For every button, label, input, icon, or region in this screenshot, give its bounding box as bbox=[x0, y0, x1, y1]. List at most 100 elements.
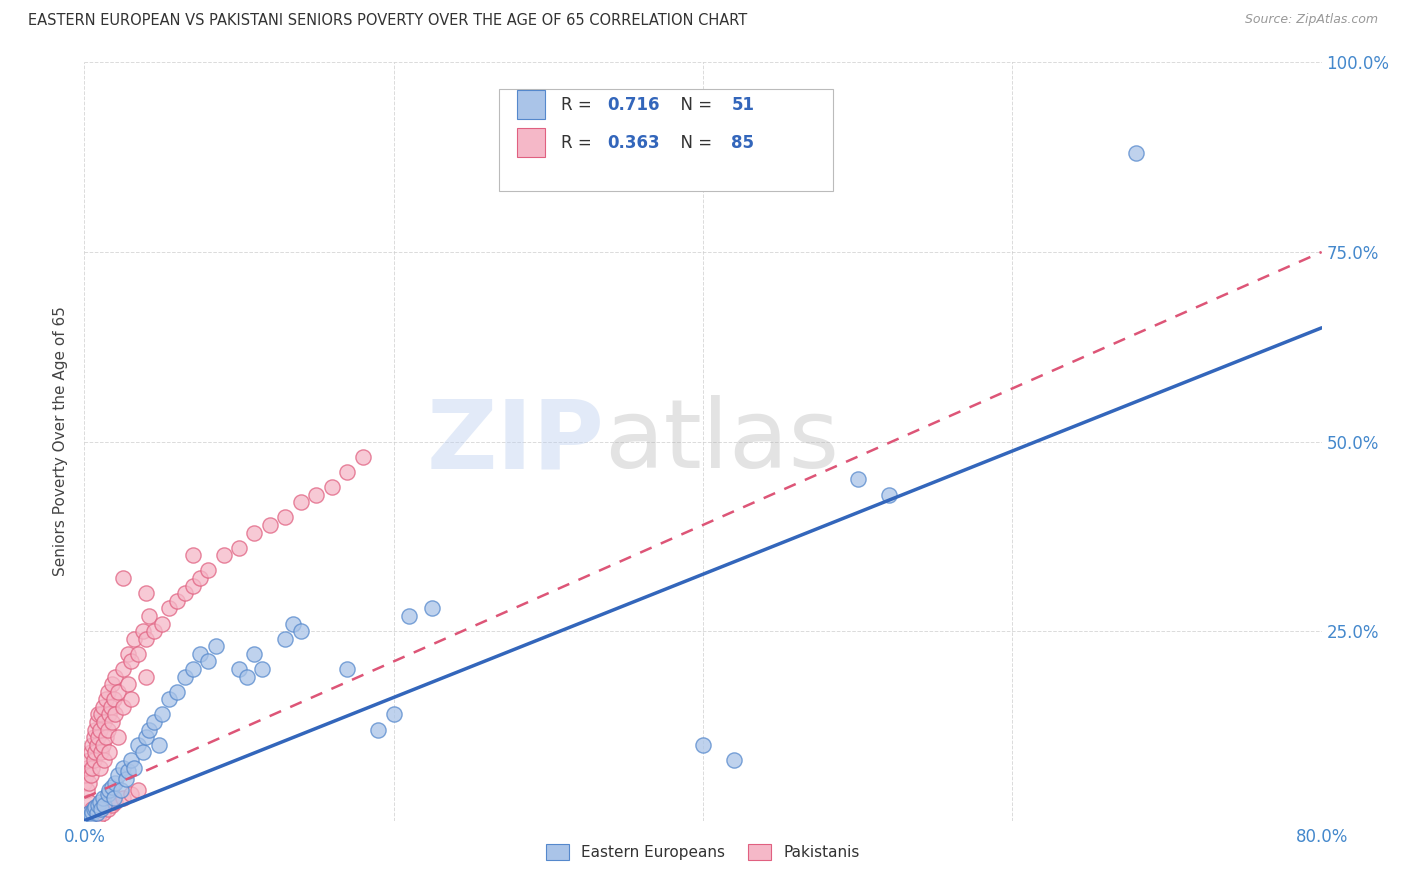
Text: EASTERN EUROPEAN VS PAKISTANI SENIORS POVERTY OVER THE AGE OF 65 CORRELATION CHA: EASTERN EUROPEAN VS PAKISTANI SENIORS PO… bbox=[28, 13, 748, 29]
Point bbox=[127, 647, 149, 661]
Point bbox=[382, 707, 405, 722]
Text: 0.363: 0.363 bbox=[607, 134, 661, 152]
Point bbox=[77, 806, 100, 821]
Point bbox=[91, 806, 114, 821]
Point bbox=[138, 608, 160, 623]
Point bbox=[75, 768, 97, 782]
Point bbox=[89, 795, 111, 809]
Point bbox=[122, 632, 145, 646]
Point bbox=[84, 806, 107, 821]
Point bbox=[101, 677, 124, 691]
Point bbox=[150, 616, 173, 631]
Point bbox=[305, 487, 328, 501]
Point bbox=[115, 772, 138, 786]
Point bbox=[181, 548, 204, 563]
Point bbox=[250, 662, 273, 676]
Point bbox=[101, 798, 124, 813]
Point bbox=[94, 692, 117, 706]
Point bbox=[96, 802, 118, 816]
Point bbox=[112, 571, 135, 585]
Point bbox=[1125, 146, 1147, 161]
Text: N =: N = bbox=[669, 96, 717, 114]
Point bbox=[228, 541, 250, 555]
Point bbox=[91, 699, 114, 714]
Point bbox=[127, 738, 149, 752]
Point bbox=[846, 473, 869, 487]
Point bbox=[135, 730, 157, 744]
Text: ZIP: ZIP bbox=[426, 395, 605, 488]
Point bbox=[120, 787, 142, 801]
Point bbox=[166, 594, 188, 608]
Point bbox=[82, 760, 104, 774]
Point bbox=[79, 807, 101, 822]
Point bbox=[188, 571, 211, 585]
Point bbox=[723, 753, 745, 767]
Point bbox=[877, 487, 900, 501]
Point bbox=[87, 798, 110, 813]
Point bbox=[174, 586, 197, 600]
Point bbox=[692, 738, 714, 752]
Point bbox=[243, 647, 266, 661]
Point bbox=[107, 685, 129, 699]
Point bbox=[87, 810, 110, 824]
Text: atlas: atlas bbox=[605, 395, 839, 488]
Point bbox=[166, 685, 188, 699]
Point bbox=[112, 662, 135, 676]
Point bbox=[135, 586, 157, 600]
Point bbox=[132, 746, 155, 760]
Point bbox=[82, 738, 104, 752]
Point bbox=[159, 601, 180, 615]
Point bbox=[235, 669, 259, 683]
Point bbox=[104, 795, 127, 809]
Point bbox=[188, 647, 211, 661]
Point bbox=[259, 517, 281, 532]
Point bbox=[117, 677, 139, 691]
Point bbox=[103, 692, 125, 706]
Point bbox=[181, 662, 204, 676]
Point bbox=[135, 632, 157, 646]
Point bbox=[93, 753, 115, 767]
Point bbox=[87, 707, 110, 722]
Point bbox=[367, 723, 389, 737]
Point bbox=[243, 525, 266, 540]
Point bbox=[98, 707, 121, 722]
Point bbox=[148, 738, 170, 752]
Point bbox=[422, 601, 444, 615]
Point bbox=[159, 692, 180, 706]
Point bbox=[132, 624, 155, 639]
Point bbox=[117, 764, 139, 779]
Point bbox=[96, 685, 118, 699]
Point bbox=[77, 776, 100, 790]
Point bbox=[336, 662, 359, 676]
Point bbox=[143, 715, 166, 730]
Point bbox=[110, 783, 132, 797]
Point bbox=[86, 806, 108, 821]
Point bbox=[90, 707, 112, 722]
Text: 51: 51 bbox=[731, 96, 755, 114]
Point bbox=[205, 639, 228, 653]
Point bbox=[94, 730, 117, 744]
Point bbox=[90, 746, 112, 760]
Point bbox=[101, 780, 124, 794]
Point bbox=[101, 715, 124, 730]
Point bbox=[84, 723, 107, 737]
Point bbox=[120, 753, 142, 767]
Point bbox=[143, 624, 166, 639]
Point bbox=[181, 579, 204, 593]
Point bbox=[104, 669, 127, 683]
Point bbox=[79, 768, 101, 782]
Point bbox=[83, 753, 105, 767]
Text: R =: R = bbox=[561, 134, 596, 152]
Point bbox=[83, 802, 105, 816]
Point bbox=[79, 746, 101, 760]
Point bbox=[73, 776, 96, 790]
Text: Source: ZipAtlas.com: Source: ZipAtlas.com bbox=[1244, 13, 1378, 27]
Point bbox=[76, 760, 98, 774]
Point bbox=[82, 805, 104, 819]
Point bbox=[104, 707, 127, 722]
Point bbox=[86, 738, 108, 752]
Point bbox=[274, 510, 297, 524]
Point bbox=[290, 495, 312, 509]
Point bbox=[87, 730, 110, 744]
Point bbox=[117, 647, 139, 661]
